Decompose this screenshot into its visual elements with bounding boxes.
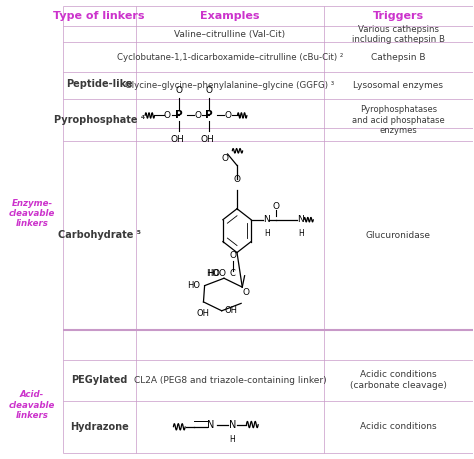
Text: O: O bbox=[222, 154, 229, 163]
Text: Glucuronidase: Glucuronidase bbox=[366, 231, 431, 240]
Text: Examples: Examples bbox=[200, 11, 260, 21]
Text: Carbohydrate ⁵: Carbohydrate ⁵ bbox=[58, 230, 141, 240]
Text: Type of linkers: Type of linkers bbox=[54, 11, 145, 21]
Text: HO: HO bbox=[187, 281, 200, 290]
Text: O: O bbox=[273, 202, 280, 211]
Text: Enzyme-
cleavable
linkers: Enzyme- cleavable linkers bbox=[9, 199, 55, 229]
Text: P: P bbox=[205, 111, 212, 120]
Text: ȮH: ȮH bbox=[170, 135, 184, 144]
Text: Triggers: Triggers bbox=[373, 11, 424, 21]
Text: Pyrophosphatases
and acid phosphatase
enzymes: Pyrophosphatases and acid phosphatase en… bbox=[352, 105, 445, 135]
Text: H: H bbox=[264, 229, 270, 238]
Text: HO: HO bbox=[206, 269, 219, 278]
Text: H: H bbox=[298, 229, 304, 238]
Text: Glycine–glycine–phenylalanine–glycine (GGFG) ³: Glycine–glycine–phenylalanine–glycine (G… bbox=[125, 81, 335, 90]
Text: N: N bbox=[263, 215, 270, 224]
Text: O: O bbox=[205, 86, 212, 95]
Text: O: O bbox=[219, 269, 226, 278]
Text: ȮH: ȮH bbox=[201, 135, 214, 144]
Text: N: N bbox=[208, 420, 215, 430]
Text: OH: OH bbox=[224, 306, 237, 315]
Text: Various cathepsins
including cathepsin B: Various cathepsins including cathepsin B bbox=[352, 25, 445, 44]
Text: C: C bbox=[230, 269, 236, 278]
Text: Acidic conditions
(carbonate cleavage): Acidic conditions (carbonate cleavage) bbox=[350, 370, 447, 390]
Text: Acid-
cleavable
linkers: Acid- cleavable linkers bbox=[9, 390, 55, 420]
Text: O: O bbox=[229, 251, 237, 260]
Text: HO: HO bbox=[207, 269, 220, 278]
Text: O: O bbox=[164, 111, 171, 120]
Text: Lysosomal enzymes: Lysosomal enzymes bbox=[354, 81, 443, 90]
Text: Hydrazone: Hydrazone bbox=[70, 422, 128, 432]
Text: Cathepsin B: Cathepsin B bbox=[371, 53, 426, 62]
Text: O: O bbox=[234, 175, 240, 184]
Text: O: O bbox=[175, 86, 182, 95]
Text: Peptide-like: Peptide-like bbox=[66, 78, 132, 89]
Text: CL2A (PEG8 and triazole-containing linker): CL2A (PEG8 and triazole-containing linke… bbox=[134, 375, 326, 385]
Text: N: N bbox=[297, 215, 304, 224]
Text: O: O bbox=[243, 288, 250, 297]
Text: N: N bbox=[228, 420, 236, 430]
Text: O: O bbox=[224, 111, 231, 120]
Text: Valine–citrulline (Val-Cit): Valine–citrulline (Val-Cit) bbox=[174, 30, 285, 39]
Text: H: H bbox=[229, 435, 235, 444]
Text: Cyclobutane-1,1-dicarboxamide–citrulline (cBu-Cit) ²: Cyclobutane-1,1-dicarboxamide–citrulline… bbox=[117, 53, 343, 62]
Text: O: O bbox=[194, 111, 201, 120]
Text: OH: OH bbox=[197, 309, 210, 318]
Text: P: P bbox=[175, 111, 182, 120]
Text: PEGylated: PEGylated bbox=[71, 375, 128, 385]
Text: Acidic conditions: Acidic conditions bbox=[360, 422, 437, 431]
Text: Pyrophosphate ⁴: Pyrophosphate ⁴ bbox=[54, 115, 145, 125]
